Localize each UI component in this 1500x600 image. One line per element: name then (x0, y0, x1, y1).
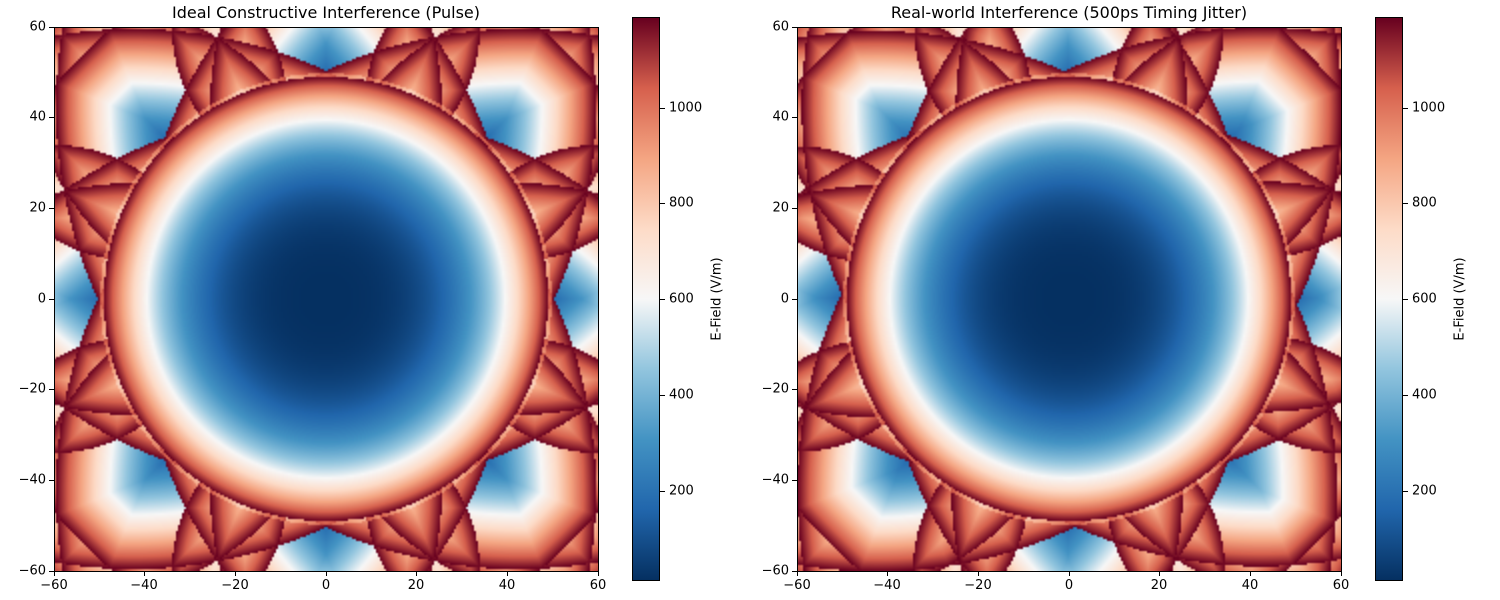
heatmap-image (54, 27, 598, 571)
x-tick-label: 40 (498, 578, 516, 593)
x-tick-label: 60 (1332, 578, 1350, 593)
y-tick-label: −60 (761, 563, 789, 579)
y-tick-label: 20 (772, 200, 789, 216)
colorbar-tick-label: 200 (669, 483, 694, 499)
x-tick-label: 0 (321, 578, 331, 593)
x-tick-label: 60 (589, 578, 607, 593)
colorbar-tick-label: 800 (1412, 195, 1437, 211)
colorbar (632, 17, 660, 581)
y-tick-label: −20 (761, 381, 789, 397)
y-tick-label: 0 (37, 291, 46, 307)
x-tick-label: −20 (221, 578, 249, 593)
heatmap-image (797, 27, 1341, 571)
colorbar-label: E-Field (V/m) (1452, 257, 1468, 341)
y-tick-label: −60 (18, 563, 46, 579)
y-tick-label: 40 (29, 109, 46, 125)
colorbar-label: E-Field (V/m) (709, 257, 725, 341)
chart-panel-jitter: Real-world Interference (500ps Timing Ji… (750, 0, 1500, 600)
y-tick-label: 60 (772, 19, 789, 35)
axes-frame (54, 27, 599, 572)
colorbar-tick-label: 400 (1412, 387, 1437, 403)
chart-title: Real-world Interference (500ps Timing Ji… (890, 3, 1248, 22)
x-tick-label: 0 (1064, 578, 1074, 593)
y-tick-label: 20 (29, 200, 46, 216)
colorbar-tick-label: 200 (1412, 483, 1437, 499)
axes-frame (797, 27, 1342, 572)
y-tick-label: 0 (780, 291, 789, 307)
x-tick-label: 40 (1241, 578, 1259, 593)
x-tick-label: −40 (130, 578, 158, 593)
chart-panel-ideal: Ideal Constructive Interference (Pulse) … (18, 3, 725, 593)
colorbar-tick-label: 1000 (1412, 100, 1446, 116)
y-tick-label: 60 (29, 19, 46, 35)
x-tick-label: −40 (873, 578, 901, 593)
y-tick-label: −40 (761, 472, 789, 488)
y-tick-label: −20 (18, 381, 46, 397)
x-tick-label: −60 (783, 578, 811, 593)
y-tick-label: 40 (772, 109, 789, 125)
x-tick-label: 20 (1150, 578, 1168, 593)
y-tick-label: −40 (18, 472, 46, 488)
colorbar-tick-label: 800 (669, 195, 694, 211)
x-tick-label: 20 (407, 578, 425, 593)
chart-title: Ideal Constructive Interference (Pulse) (172, 3, 480, 22)
x-tick-label: −60 (40, 578, 68, 593)
colorbar-tick-label: 600 (1412, 291, 1437, 307)
colorbar-tick-label: 1000 (669, 100, 703, 116)
x-tick-label: −20 (964, 578, 992, 593)
colorbar-tick-label: 400 (669, 387, 694, 403)
colorbar-tick-label: 600 (669, 291, 694, 307)
colorbar (1375, 17, 1403, 581)
